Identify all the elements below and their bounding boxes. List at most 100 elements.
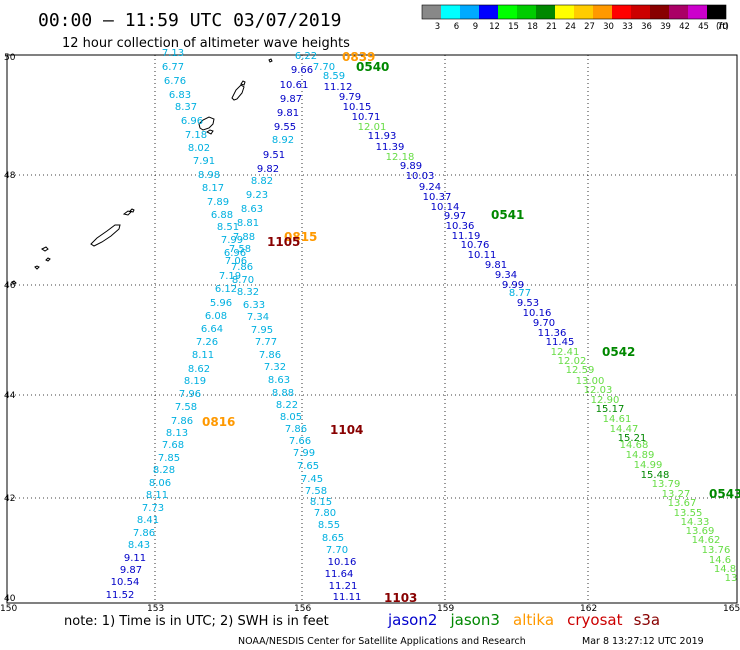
wave-height-value: 6.33 bbox=[243, 300, 265, 311]
lat-label-40: 40 bbox=[4, 594, 16, 604]
wave-height-value: 14.33 bbox=[681, 517, 710, 528]
wave-height-value: 8.77 bbox=[509, 288, 531, 299]
wave-height-value: 6.83 bbox=[169, 90, 191, 101]
lon-label-162: 162 bbox=[580, 604, 597, 614]
wave-height-value: 6.96 bbox=[224, 248, 246, 259]
wave-height-value: 9.51 bbox=[263, 150, 285, 161]
wave-height-value: 8.22 bbox=[276, 400, 298, 411]
pass-time-label: 0541 bbox=[491, 208, 524, 222]
coastline-islands bbox=[11, 58, 273, 285]
wave-height-value: 11.21 bbox=[329, 581, 358, 592]
wave-height-value: 9.99 bbox=[502, 280, 524, 291]
legend-bin-label: 33 bbox=[622, 22, 633, 32]
wave-height-value: 5.96 bbox=[210, 298, 232, 309]
wave-height-value: 9.53 bbox=[517, 298, 539, 309]
legend-swatch bbox=[441, 5, 460, 19]
legend-bin-label: 21 bbox=[546, 22, 557, 32]
wave-height-value: 12.59 bbox=[566, 365, 595, 376]
wave-height-value: 14.99 bbox=[634, 460, 663, 471]
wave-height-value: 8.70 bbox=[232, 275, 254, 286]
legend-swatch bbox=[479, 5, 498, 19]
wave-height-value: 8.11 bbox=[192, 350, 214, 361]
map-title: 00:00 – 11:59 UTC 03/07/2019 bbox=[38, 10, 341, 31]
wave-height-value: 8.06 bbox=[149, 478, 171, 489]
wave-height-value: 7.58 bbox=[305, 486, 327, 497]
wave-height-value: 7.89 bbox=[207, 197, 229, 208]
satellite-cryosat: cryosat bbox=[567, 611, 622, 629]
pass-time-label: 0540 bbox=[356, 60, 389, 74]
wave-height-value: 10.15 bbox=[343, 102, 372, 113]
island-shape bbox=[90, 224, 121, 247]
wave-height-value: 9.79 bbox=[339, 92, 361, 103]
wave-height-value: 8.63 bbox=[241, 204, 263, 215]
pass-time-label: 1105 bbox=[267, 235, 300, 249]
satellite-jason3: jason3 bbox=[450, 611, 500, 629]
wave-height-value: 15.17 bbox=[596, 404, 625, 415]
wave-height-value: 10.54 bbox=[111, 577, 140, 588]
island-shape bbox=[198, 116, 215, 131]
wave-height-value: 6.08 bbox=[205, 311, 227, 322]
legend-swatch bbox=[631, 5, 650, 19]
wave-height-value: 6.12 bbox=[215, 284, 237, 295]
island-shape bbox=[45, 257, 51, 262]
wave-height-value: 14.8 bbox=[714, 564, 736, 575]
wave-height-value: 7.66 bbox=[289, 436, 311, 447]
wave-height-value: 13.27 bbox=[662, 489, 691, 500]
legend-swatch bbox=[669, 5, 688, 19]
wave-height-value: 9.89 bbox=[400, 161, 422, 172]
wave-height-value: 7.99 bbox=[293, 448, 315, 459]
island-shape bbox=[11, 280, 17, 285]
wave-height-value: 13.79 bbox=[652, 479, 681, 490]
wave-height-value: 9.34 bbox=[495, 270, 517, 281]
island-shape bbox=[268, 58, 273, 63]
wave-height-value: 14.68 bbox=[620, 440, 649, 451]
lat-label-50: 50 bbox=[4, 53, 16, 63]
wave-height-value: 10.14 bbox=[431, 202, 460, 213]
legend-bin-label: 30 bbox=[603, 22, 614, 32]
wave-height-value: 6.64 bbox=[201, 324, 223, 335]
island-shape bbox=[129, 208, 135, 213]
legend-swatch bbox=[517, 5, 536, 19]
wave-height-value: 8.11 bbox=[146, 490, 168, 501]
legend-bin-label: 39 bbox=[660, 22, 671, 32]
longitude-labels: 150 153 156 159 162 165 bbox=[0, 604, 740, 614]
wave-height-value: 12.18 bbox=[386, 152, 415, 163]
wave-height-value: 14.62 bbox=[692, 535, 721, 546]
wave-height-value: 7.88 bbox=[233, 232, 255, 243]
wave-height-value: 8.65 bbox=[322, 533, 344, 544]
wave-height-value: 7.86 bbox=[259, 350, 281, 361]
legend-swatch bbox=[612, 5, 631, 19]
wave-height-value: 8.02 bbox=[188, 143, 210, 154]
wave-height-value: 11.93 bbox=[368, 131, 397, 142]
wave-height-value: 10.37 bbox=[423, 192, 452, 203]
wave-height-value: 8.88 bbox=[272, 388, 294, 399]
legend-bin-label: 36 bbox=[641, 22, 652, 32]
wave-height-value: 13.69 bbox=[686, 526, 715, 537]
grid bbox=[7, 55, 737, 603]
satellite-s3a: s3a bbox=[634, 611, 661, 629]
wave-height-value: 11.36 bbox=[538, 328, 567, 339]
wave-height-value: 7.58 bbox=[175, 402, 197, 413]
wave-height-value: 13 bbox=[725, 573, 738, 584]
wave-height-value: 8.28 bbox=[153, 465, 175, 476]
wave-height-value: 6.22 bbox=[295, 51, 317, 62]
wave-height-value: 9.55 bbox=[274, 122, 296, 133]
satellite-jason2: jason2 bbox=[387, 611, 437, 629]
pass-time-label: 1103 bbox=[384, 591, 417, 605]
track-jason2-cyan-top: 7.708.59 bbox=[313, 62, 345, 82]
island-shape bbox=[231, 84, 245, 101]
legend-unit: (ft) bbox=[716, 22, 729, 32]
wave-height-value: 9.70 bbox=[533, 318, 555, 329]
island-shape bbox=[41, 246, 49, 252]
wave-height-value: 8.55 bbox=[318, 520, 340, 531]
island-shape bbox=[206, 129, 214, 135]
pass-time-label: 0543 bbox=[709, 487, 740, 501]
track-jason2-cyan-mid: 8.77 bbox=[509, 288, 531, 299]
wave-height-value: 8.51 bbox=[217, 222, 239, 233]
wave-height-value: 11.19 bbox=[452, 231, 481, 242]
legend-bin-label: 27 bbox=[584, 22, 595, 32]
wave-height-value: 9.24 bbox=[419, 182, 441, 193]
wave-height-value: 7.45 bbox=[301, 474, 323, 485]
track-jason2: 11.129.7910.1510.7111.9311.399.8910.039.… bbox=[324, 82, 575, 348]
